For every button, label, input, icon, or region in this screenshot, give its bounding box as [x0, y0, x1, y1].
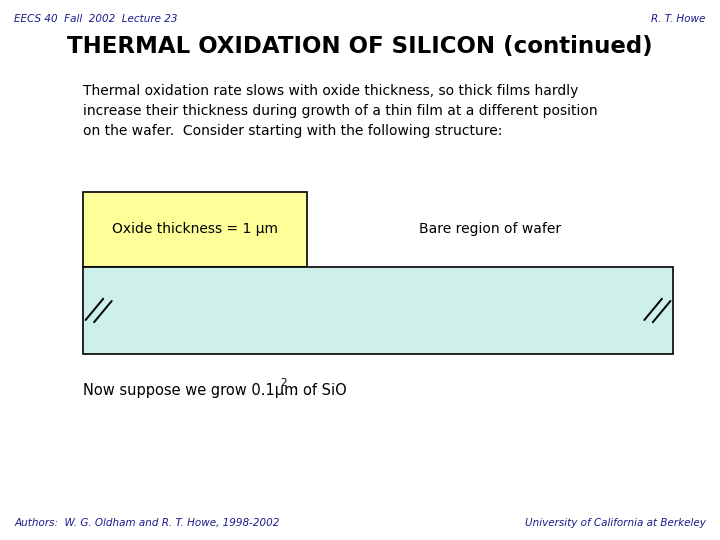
Text: University of California at Berkeley: University of California at Berkeley: [525, 518, 706, 528]
Bar: [83, 192, 307, 267]
Text: Now suppose we grow 0.1μm of SiO: Now suppose we grow 0.1μm of SiO: [83, 383, 346, 399]
Text: Authors:  W. G. Oldham and R. T. Howe, 1998-2002: Authors: W. G. Oldham and R. T. Howe, 19…: [14, 518, 280, 528]
Text: EECS 40  Fall  2002  Lecture 23: EECS 40 Fall 2002 Lecture 23: [14, 14, 178, 24]
Text: THERMAL OXIDATION OF SILICON (continued): THERMAL OXIDATION OF SILICON (continued): [67, 35, 653, 58]
Bar: [83, 267, 673, 354]
Text: 2: 2: [280, 378, 287, 388]
Text: Oxide thickness = 1 μm: Oxide thickness = 1 μm: [112, 222, 278, 237]
Text: Bare region of wafer: Bare region of wafer: [419, 222, 561, 237]
Text: :: :: [289, 383, 299, 399]
Text: R. T. Howe: R. T. Howe: [651, 14, 706, 24]
Text: Thermal oxidation rate slows with oxide thickness, so thick films hardly
increas: Thermal oxidation rate slows with oxide …: [83, 84, 598, 138]
